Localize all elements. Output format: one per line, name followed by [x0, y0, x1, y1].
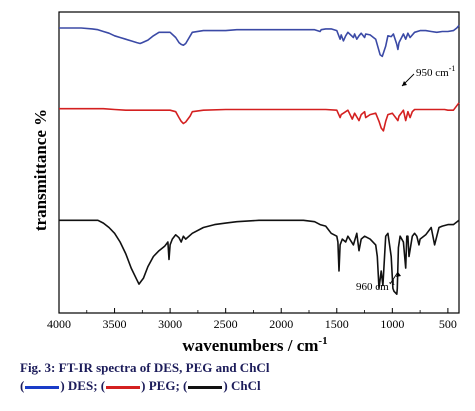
x-tick-label: 1500 — [325, 317, 349, 331]
x-axis-title-sup: -1 — [318, 335, 327, 347]
legend-item: ( ) DES; — [20, 378, 101, 393]
legend-paren: ( — [183, 378, 188, 393]
series-layer — [59, 24, 460, 296]
x-axis-title-text: wavenumbers / cm — [182, 336, 318, 355]
legend-swatch — [188, 385, 223, 389]
legend-paren: ( — [20, 378, 25, 393]
annotation-arrowhead — [402, 81, 407, 86]
annotation-sup: -1 — [389, 278, 396, 287]
figure-legend: () DES; () PEG; () ChCl — [20, 378, 261, 394]
annotation-label: 950 cm-1 — [416, 64, 455, 79]
x-tick-label: 1000 — [380, 317, 404, 331]
x-tick-label: 3500 — [103, 317, 127, 331]
annotation-arrow — [389, 271, 399, 285]
x-tick-label: 4000 — [47, 317, 71, 331]
ftir-chart: 4000 3500 3000 2500 2000 1500 1000 500 950 cm-1… — [31, 11, 460, 355]
figure-caption: Fig. 3: FT-IR spectra of DES, PEG and Ch… — [20, 360, 270, 375]
plot-area: 4000 3500 3000 2500 2000 1500 1000 500 — [47, 11, 460, 331]
legend-label: ) PEG; — [141, 378, 180, 393]
series-line-peg — [59, 102, 460, 132]
series-line-chcl — [59, 219, 460, 296]
legend-item: ( ) ChCl — [183, 378, 261, 393]
x-tick-label: 500 — [439, 317, 457, 331]
legend-label: ) ChCl — [223, 378, 261, 393]
series-line-des — [59, 24, 460, 58]
legend-label: ) DES; — [60, 378, 98, 393]
annotation-sup: -1 — [449, 64, 456, 73]
x-axis-title: wavenumbers / cm-1 — [182, 335, 327, 355]
x-tick-label: 2000 — [269, 317, 293, 331]
x-tick-label: 3000 — [158, 317, 182, 331]
annotation-label: 960 cm-1 — [356, 278, 395, 293]
legend-swatch — [25, 385, 60, 389]
y-axis-title: transmittance % — [31, 109, 50, 231]
annotation-text: 950 cm — [416, 67, 449, 79]
annotation-text: 960 cm — [356, 281, 389, 293]
legend-paren: ( — [100, 378, 106, 393]
legend-swatch — [106, 385, 141, 389]
legend-item: ( ) PEG; — [101, 378, 183, 393]
x-tick-label: 2500 — [214, 317, 238, 331]
annotation-arrowhead — [396, 272, 401, 277]
plot-frame — [58, 11, 460, 314]
